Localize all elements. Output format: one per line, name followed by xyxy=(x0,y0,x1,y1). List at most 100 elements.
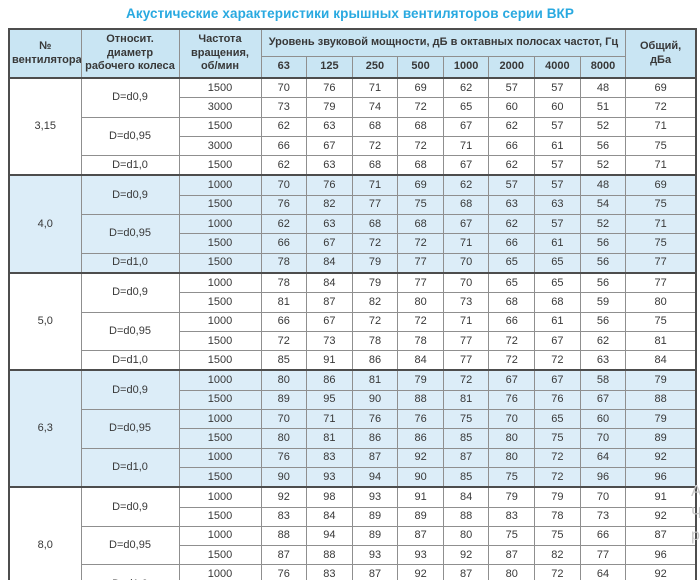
sound-level-cell: 65 xyxy=(488,271,536,294)
sound-level-cell: 83 xyxy=(306,564,353,580)
sound-level-cell: 82 xyxy=(306,194,353,216)
sound-level-cell: 81 xyxy=(442,389,490,411)
speed-cell: 1000 xyxy=(178,271,262,294)
sound-level-cell: 67 xyxy=(442,214,490,235)
table-row: 1500 89 95 90 88 81 76 76 67 88 xyxy=(9,389,697,411)
col-header-frequency: 2000 xyxy=(488,55,536,79)
sound-level-cell: 77 xyxy=(442,330,490,352)
sound-level-cell: 80 xyxy=(260,369,308,391)
diameter-cell: D=d1,0 xyxy=(80,155,180,176)
col-header-diameter: Относит. диаметр рабочего колеса xyxy=(80,28,180,79)
total-dba-cell: 69 xyxy=(625,174,697,196)
sound-level-cell: 86 xyxy=(306,369,353,391)
speed-cell: 1000 xyxy=(178,564,262,580)
sound-level-cell: 67 xyxy=(534,330,581,352)
table-row: 1500 66 67 72 72 71 66 61 56 75 xyxy=(9,233,697,254)
total-dba-cell: 69 xyxy=(625,77,697,99)
sound-level-cell: 66 xyxy=(260,233,308,254)
sound-level-cell: 67 xyxy=(442,155,490,176)
diameter-cell: D=d1,0 xyxy=(80,447,180,488)
sound-level-cell: 72 xyxy=(351,233,399,254)
speed-cell: 1500 xyxy=(178,252,262,274)
sound-level-cell: 94 xyxy=(306,525,353,547)
sound-level-cell: 62 xyxy=(260,116,308,137)
sound-level-cell: 65 xyxy=(534,252,581,274)
sound-level-cell: 79 xyxy=(534,486,581,508)
sound-level-cell: 90 xyxy=(397,466,444,488)
speed-cell: 1500 xyxy=(178,77,262,99)
sound-level-cell: 57 xyxy=(534,214,581,235)
sound-level-cell: 70 xyxy=(579,428,627,449)
sound-level-cell: 80 xyxy=(488,447,536,468)
sound-level-cell: 56 xyxy=(579,233,627,254)
table-row: 4,0 D=d0,9 1000 70 76 71 69 62 57 57 48 69 xyxy=(8,174,697,274)
table-row: D=d0,95 1000 70 71 76 76 75 70 65 60 79 xyxy=(9,409,697,449)
sound-level-cell: 87 xyxy=(351,447,399,468)
sound-level-cell: 79 xyxy=(351,252,399,274)
sound-level-cell: 72 xyxy=(534,447,581,468)
sound-level-cell: 85 xyxy=(442,428,490,449)
sound-level-cell: 73 xyxy=(442,292,490,313)
sound-level-cell: 89 xyxy=(351,506,399,527)
col-header-fan-number: № вентилятора xyxy=(8,28,82,79)
sound-level-cell: 65 xyxy=(534,409,581,430)
sound-level-cell: 71 xyxy=(306,409,353,430)
sound-level-cell: 68 xyxy=(397,214,444,235)
sound-level-cell: 67 xyxy=(306,135,353,157)
sound-level-cell: 77 xyxy=(579,545,627,566)
sound-level-cell: 71 xyxy=(351,77,399,99)
sound-level-cell: 66 xyxy=(488,135,536,157)
sound-level-cell: 87 xyxy=(351,564,399,580)
sound-level-cell: 62 xyxy=(488,116,536,137)
speed-cell: 1500 xyxy=(178,330,262,352)
acoustic-characteristics-table: № вентилятора Относит. диаметр рабочего … xyxy=(8,28,697,580)
sound-level-cell: 98 xyxy=(306,486,353,508)
total-dba-cell: 92 xyxy=(625,506,697,527)
sound-level-cell: 77 xyxy=(442,350,490,371)
sound-level-cell: 68 xyxy=(397,116,444,137)
sound-level-cell: 93 xyxy=(351,486,399,508)
total-dba-cell: 75 xyxy=(625,135,697,157)
table-row: 1500 80 81 86 86 85 80 75 70 89 xyxy=(9,428,697,449)
sound-level-cell: 72 xyxy=(397,311,444,332)
col-header-sound-power-group: Уровень звуковой мощности, дБ в октавных… xyxy=(260,28,627,57)
sound-level-cell: 67 xyxy=(488,369,536,391)
sound-level-cell: 79 xyxy=(306,97,353,118)
sound-level-cell: 67 xyxy=(442,116,490,137)
table-row: D=d1,0 1500 85 91 86 84 77 72 72 63 84 xyxy=(9,350,697,371)
sound-level-cell: 85 xyxy=(260,350,308,371)
sound-level-cell: 76 xyxy=(397,409,444,430)
sound-level-cell: 65 xyxy=(534,271,581,294)
table-row: 1500 87 88 93 93 92 87 82 77 96 xyxy=(9,545,697,566)
sound-level-cell: 57 xyxy=(534,77,581,99)
diameter-cell: D=d0,95 xyxy=(80,409,180,449)
sound-level-cell: 67 xyxy=(534,369,581,391)
speed-cell: 1500 xyxy=(178,389,262,411)
sound-level-cell: 78 xyxy=(351,330,399,352)
diameter-cell: D=d0,95 xyxy=(80,525,180,566)
speed-cell: 1000 xyxy=(178,409,262,430)
total-dba-cell: 77 xyxy=(625,252,697,274)
sound-level-cell: 76 xyxy=(488,389,536,411)
sound-level-cell: 76 xyxy=(260,447,308,468)
sound-level-cell: 89 xyxy=(397,506,444,527)
sound-level-cell: 84 xyxy=(397,350,444,371)
table-row: 3000 66 67 72 72 71 66 61 56 75 xyxy=(9,135,697,157)
sound-level-cell: 94 xyxy=(351,466,399,488)
col-header-frequency: 125 xyxy=(306,55,353,79)
sound-level-cell: 61 xyxy=(534,311,581,332)
sound-level-cell: 72 xyxy=(351,135,399,157)
sound-level-cell: 87 xyxy=(442,447,490,468)
sound-level-cell: 80 xyxy=(442,525,490,547)
total-dba-cell: 72 xyxy=(625,97,697,118)
table-row: 1500 76 82 77 75 68 63 63 54 75 xyxy=(9,194,697,216)
sound-level-cell: 57 xyxy=(488,174,536,196)
sound-level-cell: 77 xyxy=(351,194,399,216)
sound-level-cell: 85 xyxy=(442,466,490,488)
total-dba-cell: 79 xyxy=(625,409,697,430)
fan-number-cell: 5,0 xyxy=(8,271,82,371)
sound-level-cell: 80 xyxy=(397,292,444,313)
sound-level-cell: 86 xyxy=(397,428,444,449)
sound-level-cell: 57 xyxy=(534,155,581,176)
total-dba-cell: 80 xyxy=(625,292,697,313)
